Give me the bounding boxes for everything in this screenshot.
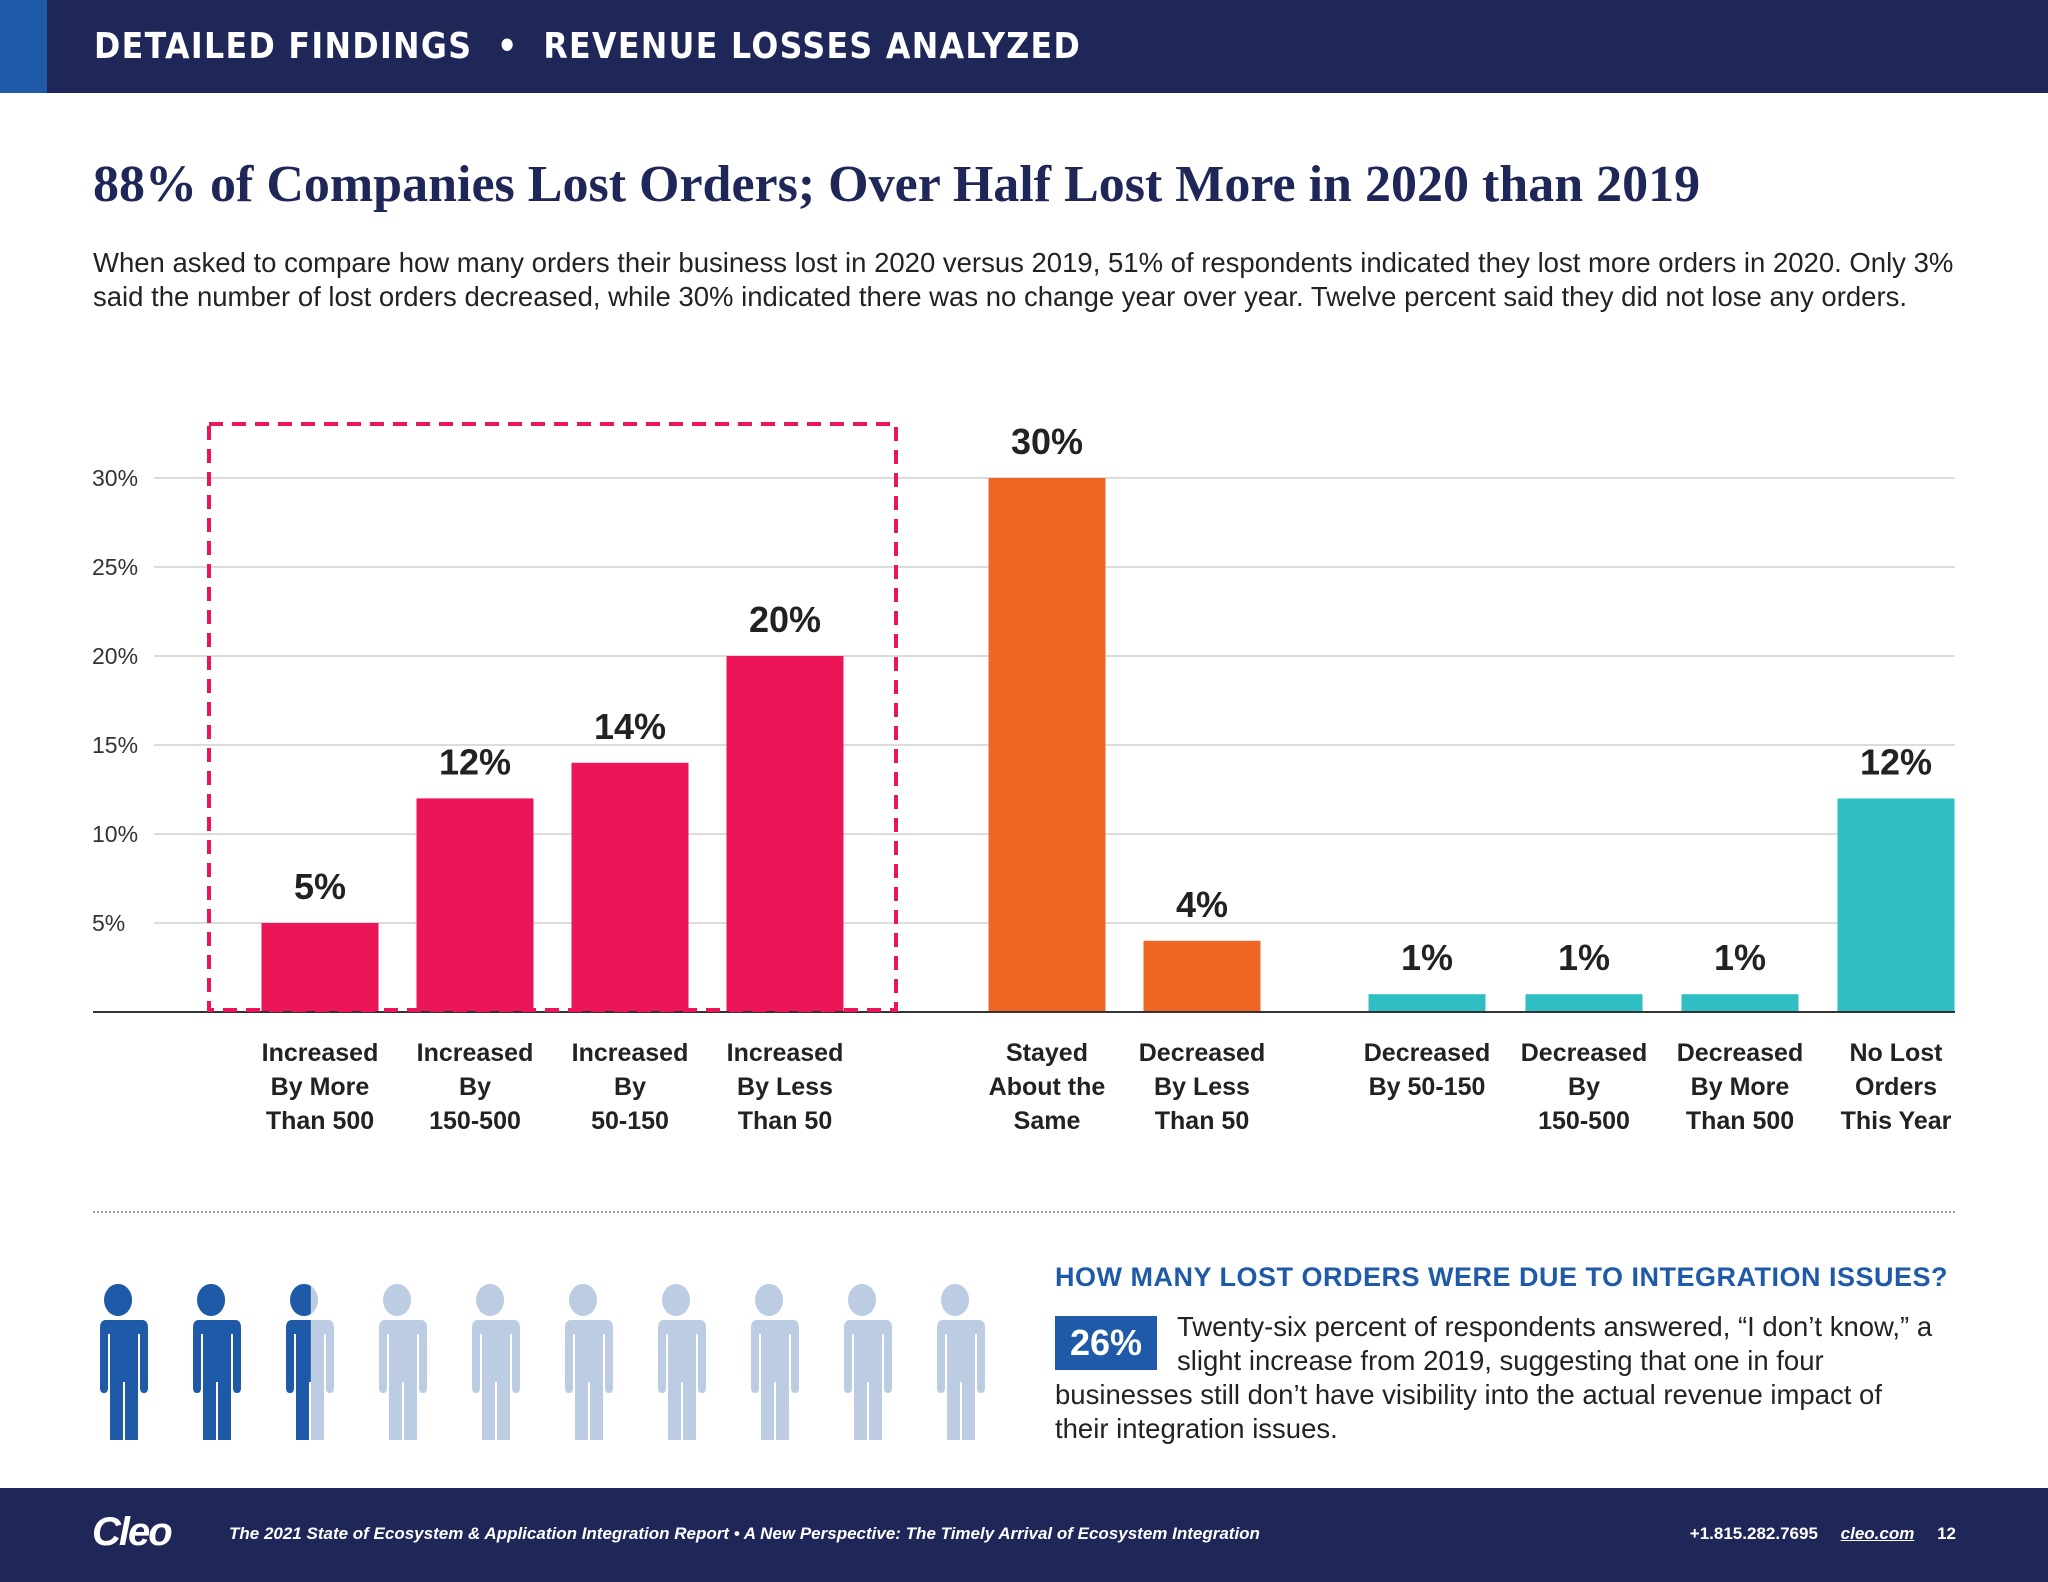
page-header: DETAILED FINDINGS • REVENUE LOSSES ANALY…: [0, 0, 2048, 93]
report-title: The 2021 State of Ecosystem & Applicatio…: [229, 1524, 1260, 1543]
integration-block: 26% Twenty-six percent of respondents an…: [1055, 1310, 1935, 1446]
category-label: Than 500: [266, 1107, 374, 1135]
bar: [1368, 994, 1486, 1012]
y-tick-label: 5%: [92, 910, 125, 936]
header-title: DETAILED FINDINGS • REVENUE LOSSES ANALY…: [94, 0, 1081, 93]
y-tick-label: 20%: [92, 643, 138, 669]
integration-text: Twenty-six percent of respondents answer…: [1055, 1311, 1933, 1444]
integration-question: HOW MANY LOST ORDERS WERE DUE TO INTEGRA…: [1055, 1262, 1949, 1292]
person-icon: [187, 1284, 241, 1440]
data-label: 12%: [1860, 741, 1932, 782]
section-label: DETAILED FINDINGS: [94, 26, 473, 67]
category-label: By More: [1691, 1073, 1790, 1101]
category-label: Than 500: [1686, 1107, 1794, 1135]
category-label: By: [459, 1073, 491, 1101]
person-icon: [280, 1284, 334, 1440]
person-icon: [373, 1284, 427, 1440]
category-label: By: [1568, 1073, 1600, 1101]
bar: [1681, 994, 1799, 1012]
bullet-separator: •: [497, 26, 519, 67]
data-label: 5%: [294, 866, 346, 907]
bar: [1525, 994, 1643, 1012]
category-label: No Lost: [1849, 1039, 1943, 1067]
person-icon: [94, 1284, 148, 1440]
page-number: 12: [1937, 1524, 1956, 1543]
data-label: 1%: [1401, 937, 1453, 978]
category-label: By Less: [1154, 1073, 1250, 1101]
data-label: 14%: [594, 706, 666, 747]
category-label: Decreased: [1677, 1039, 1803, 1067]
category-label: Orders: [1855, 1073, 1937, 1101]
category-label: Than 50: [1155, 1107, 1249, 1135]
category-label: Increased: [417, 1039, 534, 1067]
cleo-logo: Cleo: [92, 1510, 173, 1554]
person-icon: [466, 1284, 520, 1440]
person-icon: [745, 1284, 799, 1440]
page-title: 88% of Companies Lost Orders; Over Half …: [93, 156, 1701, 213]
data-label: 1%: [1558, 937, 1610, 978]
intro-paragraph: When asked to compare how many orders th…: [93, 247, 1954, 312]
bar: [1837, 798, 1955, 1012]
category-label: 150-500: [429, 1107, 521, 1135]
bar: [416, 798, 534, 1012]
category-label: 50-150: [591, 1107, 669, 1135]
category-label: Decreased: [1521, 1039, 1647, 1067]
y-tick-label: 15%: [92, 732, 138, 758]
category-label: Increased: [727, 1039, 844, 1067]
bar: [261, 923, 379, 1012]
page-footer: Cleo The 2021 State of Ecosystem & Appli…: [0, 1488, 2048, 1582]
category-label: This Year: [1841, 1107, 1952, 1135]
category-label: Same: [1014, 1107, 1081, 1135]
category-label: By 50-150: [1369, 1073, 1486, 1101]
bar-chart: 5% 10% 15% 20% 25% 30% 5% Increased By More Than …: [92, 421, 1955, 1135]
dotted-divider: [93, 1211, 1955, 1213]
bar: [571, 762, 689, 1012]
person-icon: [559, 1284, 613, 1440]
bar: [1143, 940, 1261, 1012]
data-label: 12%: [439, 741, 511, 782]
category-label: Than 50: [738, 1107, 832, 1135]
person-icon: [652, 1284, 706, 1440]
bar: [988, 478, 1106, 1012]
data-label: 20%: [749, 599, 821, 640]
y-tick-label: 25%: [92, 554, 138, 580]
category-label: Increased: [572, 1039, 689, 1067]
category-label: By Less: [737, 1073, 833, 1101]
category-label: Increased: [262, 1039, 379, 1067]
bar: [726, 656, 844, 1012]
data-label: 1%: [1714, 937, 1766, 978]
y-tick-label: 10%: [92, 821, 138, 847]
header-accent-stripe: [0, 0, 47, 93]
highlight-dashed-box: [207, 422, 898, 1012]
phone-number: +1.815.282.7695: [1689, 1524, 1818, 1543]
category-label: Stayed: [1006, 1039, 1088, 1067]
people-pictogram: [94, 1284, 985, 1440]
person-icon: [838, 1284, 892, 1440]
y-tick-label: 30%: [92, 465, 138, 491]
category-label: Decreased: [1139, 1039, 1265, 1067]
category-label: By More: [271, 1073, 370, 1101]
category-label: Decreased: [1364, 1039, 1490, 1067]
category-label: About the: [989, 1073, 1106, 1101]
category-label: By: [614, 1073, 646, 1101]
percent-badge: 26%: [1055, 1316, 1157, 1370]
category-label: 150-500: [1538, 1107, 1630, 1135]
data-label: 4%: [1176, 884, 1228, 925]
person-icon: [931, 1284, 985, 1440]
data-label: 30%: [1011, 421, 1083, 462]
website-link[interactable]: cleo.com: [1840, 1524, 1915, 1543]
subsection-label: REVENUE LOSSES ANALYZED: [543, 26, 1082, 67]
